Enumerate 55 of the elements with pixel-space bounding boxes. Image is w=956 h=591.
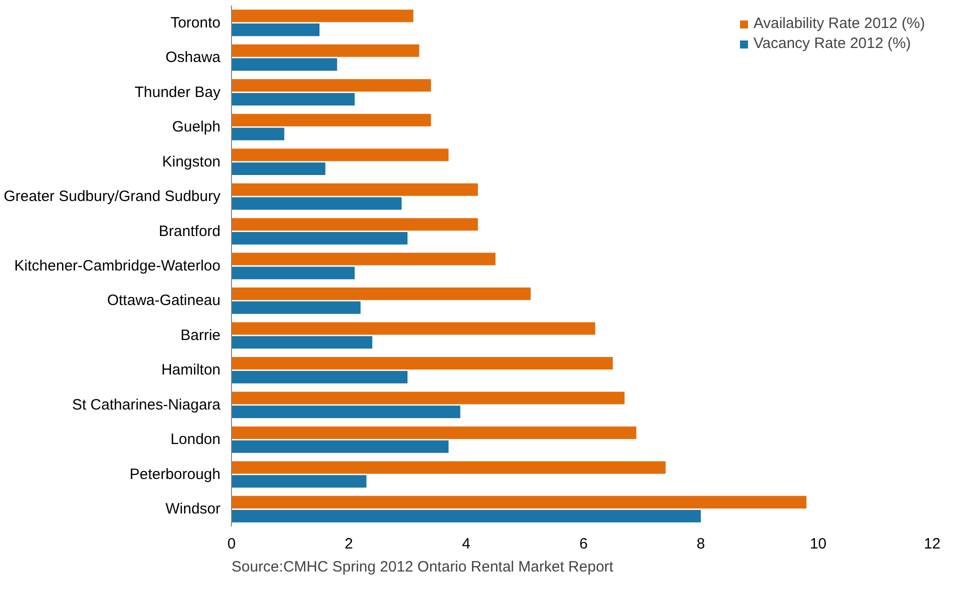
- bar: [232, 392, 625, 404]
- legend-label: Availability Rate 2012 (%): [754, 15, 925, 32]
- bar: [232, 426, 636, 439]
- bar: [232, 336, 372, 349]
- y-tick-label: Thunder Bay: [134, 84, 221, 101]
- y-tick-label: Brantford: [158, 222, 221, 240]
- legend-label: Vacancy Rate 2012 (%): [754, 35, 911, 52]
- bar: [232, 79, 431, 92]
- y-tick-label: St Catharines-Niagara: [72, 396, 222, 414]
- y-tick-label: Guelph: [172, 118, 221, 136]
- y-tick-label: Toronto: [170, 14, 221, 32]
- bar: [232, 288, 531, 300]
- bar: [232, 301, 361, 314]
- y-tick-label: Hamilton: [161, 362, 220, 379]
- bar: [232, 232, 408, 244]
- bar: [232, 197, 402, 210]
- x-tick-label: 8: [696, 536, 706, 552]
- bar: [232, 128, 284, 140]
- y-tick-label: Barrie: [180, 326, 221, 344]
- bar: [232, 322, 596, 335]
- x-tick-label: 10: [810, 536, 827, 552]
- bar: [232, 162, 326, 175]
- bar: [232, 252, 496, 266]
- bar: [232, 510, 701, 522]
- bar: [232, 218, 478, 231]
- y-tick-label: Kingston: [162, 153, 220, 170]
- bar: [232, 496, 806, 508]
- bar: [232, 475, 366, 488]
- source-note: Source:CMHC Spring 2012 Ontario Rental Market Report: [232, 558, 614, 576]
- bar: [232, 357, 613, 370]
- bar: [232, 10, 414, 22]
- bar: [232, 440, 449, 453]
- x-tick-label: 6: [579, 536, 588, 552]
- bar: [232, 406, 460, 418]
- y-tick-label: London: [170, 431, 221, 448]
- y-tick-label: Greater Sudbury/Grand Sudbury: [4, 188, 221, 206]
- x-tick-label: 0: [227, 536, 236, 552]
- y-tick-label: Windsor: [165, 500, 221, 518]
- bar: [232, 93, 355, 106]
- x-tick-label: 4: [462, 536, 470, 552]
- bar: [232, 148, 449, 162]
- bar: [232, 370, 408, 384]
- bar: [232, 24, 320, 36]
- bar: [232, 114, 431, 126]
- y-tick-label: Ottawa-Gatineau: [107, 292, 221, 310]
- bar: [232, 461, 666, 474]
- bar: [232, 44, 420, 57]
- y-tick-label: Peterborough: [130, 466, 221, 483]
- bar: [232, 58, 338, 71]
- bar: [232, 183, 478, 196]
- x-tick-label: 12: [924, 536, 941, 552]
- x-tick-label: 2: [344, 536, 354, 552]
- bar: [232, 266, 355, 280]
- y-tick-label: Oshawa: [165, 49, 222, 66]
- y-tick-label: Kitchener-Cambridge-Waterloo: [14, 258, 221, 274]
